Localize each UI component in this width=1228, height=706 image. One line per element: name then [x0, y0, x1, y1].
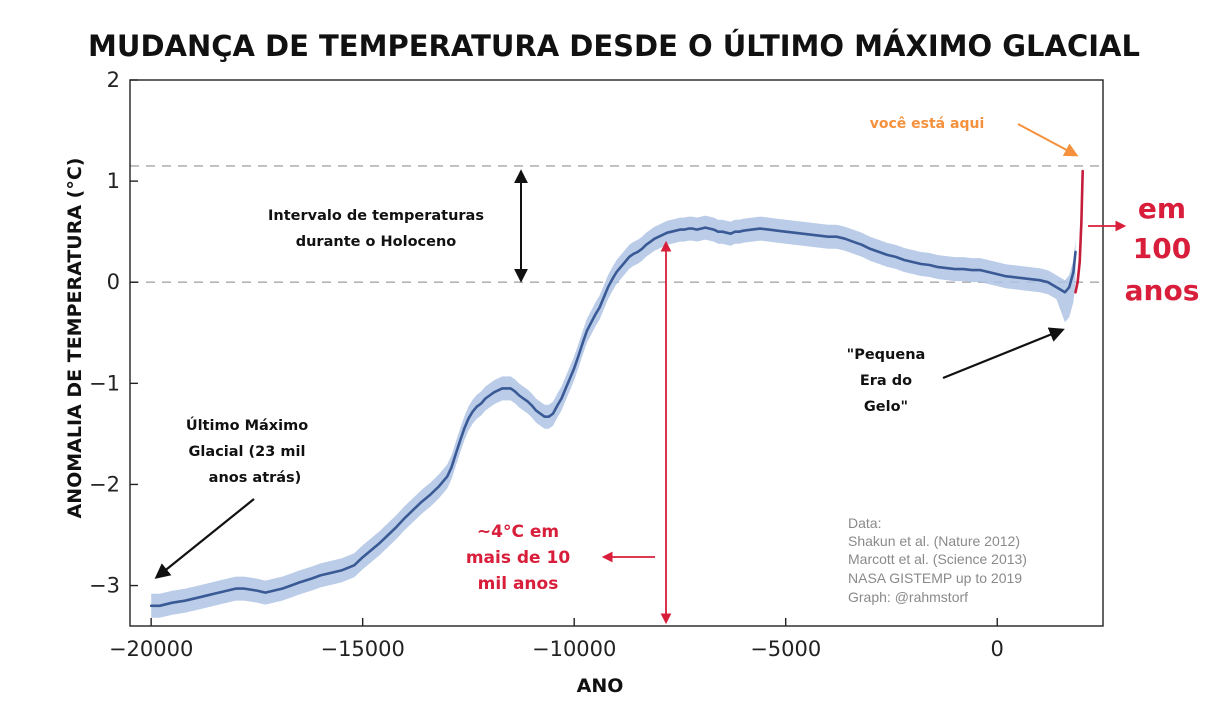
plot-frame: [129, 79, 1104, 627]
chart-title: MUDANÇA DE TEMPERATURA DESDE O ÚLTIMO MÁ…: [88, 29, 1140, 63]
x-tick-label: 0: [991, 637, 1004, 661]
holocene-label-line-1: Intervalo de temperaturas: [268, 208, 484, 224]
series-layer: [149, 169, 1084, 618]
glacial-max-annotation: Último Máximo Glacial (23 mil anos atrás…: [154, 416, 308, 579]
x-axis-title: ANO: [577, 675, 624, 697]
source-line-2: Shakun et al. (Nature 2012): [848, 533, 1020, 549]
y-tick-label: 0: [107, 270, 120, 294]
x-tick-label: −5000: [750, 637, 821, 661]
source-note: Data: Shakun et al. (Nature 2012) Marcot…: [848, 515, 1027, 605]
little-ice-age-annotation: "Pequena Era do Gelo": [847, 327, 1065, 415]
lia-label-line-1: "Pequena: [847, 347, 926, 363]
source-line-4: NASA GISTEMP up to 2019: [848, 570, 1022, 586]
holocene-range-annotation: Intervalo de temperaturas durante o Holo…: [268, 169, 528, 283]
y-tick-label: −3: [89, 574, 120, 598]
in-100-years-line-3: anos: [1125, 274, 1200, 307]
lia-label-line-2: Era do: [860, 373, 912, 389]
series-line-reconstruction: [149, 226, 1077, 608]
x-axis-ticks: −20000 −15000 −10000 −5000 0: [109, 618, 1004, 661]
you-are-here-annotation: você está aqui: [870, 116, 1079, 157]
x-tick-label: −10000: [532, 637, 616, 661]
y-tick-label: −2: [89, 472, 120, 496]
source-line-3: Marcott et al. (Science 2013): [848, 551, 1027, 567]
source-line-5: Graph: @rahmstorf: [848, 589, 968, 605]
warming-label-line-1: ~4°C em: [477, 522, 559, 542]
glacial-label-line-2: Glacial (23 mil: [189, 444, 306, 460]
y-axis-title: ANOMALIA DE TEMPERATURA (°C): [64, 158, 86, 519]
x-tick-label: −20000: [109, 637, 193, 661]
in-100-years-line-1: em: [1138, 192, 1186, 225]
you-are-here-arrow: [1017, 123, 1079, 157]
series-line-modern: [1074, 169, 1084, 294]
x-tick-label: −15000: [320, 637, 404, 661]
you-are-here-label: você está aqui: [870, 116, 985, 132]
glacial-max-arrow: [154, 498, 255, 579]
glacial-label-line-3: anos atrás): [209, 470, 302, 486]
little-ice-age-arrow: [942, 327, 1065, 380]
in-100-years-line-2: 100: [1133, 232, 1191, 265]
lia-label-line-3: Gelo": [864, 399, 908, 415]
glacial-label-line-1: Último Máximo: [186, 416, 308, 434]
y-axis-ticks: −3 −2 −1 0 1 2: [89, 68, 138, 598]
y-tick-label: 2: [107, 68, 120, 92]
uncertainty-band: [151, 215, 1076, 618]
source-line-1: Data:: [848, 515, 881, 531]
warming-label-line-3: mil anos: [478, 574, 559, 594]
warming-label-line-2: mais de 10: [466, 548, 570, 568]
holocene-label-line-2: durante o Holoceno: [296, 234, 457, 250]
y-tick-label: 1: [107, 169, 120, 193]
in-100-years-annotation: em 100 anos: [1088, 192, 1199, 307]
warming-annotation: ~4°C em mais de 10 mil anos: [466, 240, 672, 625]
y-tick-label: −1: [89, 371, 120, 395]
